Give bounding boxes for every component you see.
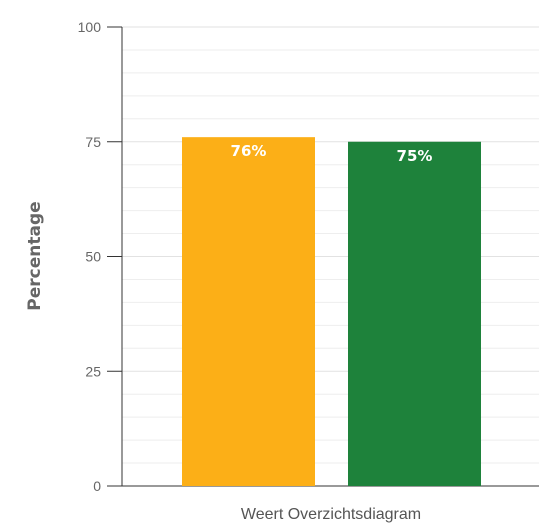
y-tick-label: 50 bbox=[85, 249, 101, 265]
bar-value-label: 76% bbox=[231, 142, 267, 160]
y-axis-title: Percentage bbox=[25, 201, 45, 310]
bar-value-label: 75% bbox=[397, 147, 433, 165]
y-tick-label: 25 bbox=[85, 363, 101, 379]
bar bbox=[182, 137, 315, 486]
y-tick-label: 100 bbox=[78, 19, 102, 35]
y-tick-label: 75 bbox=[85, 134, 101, 150]
x-category-label: Weert Overzichtsdiagram bbox=[241, 506, 421, 523]
y-tick-label: 0 bbox=[93, 478, 101, 494]
bars: 76% 75% bbox=[182, 137, 481, 486]
bar bbox=[348, 141, 481, 486]
y-axis-ticks: 0 25 50 75 100 bbox=[78, 19, 122, 494]
